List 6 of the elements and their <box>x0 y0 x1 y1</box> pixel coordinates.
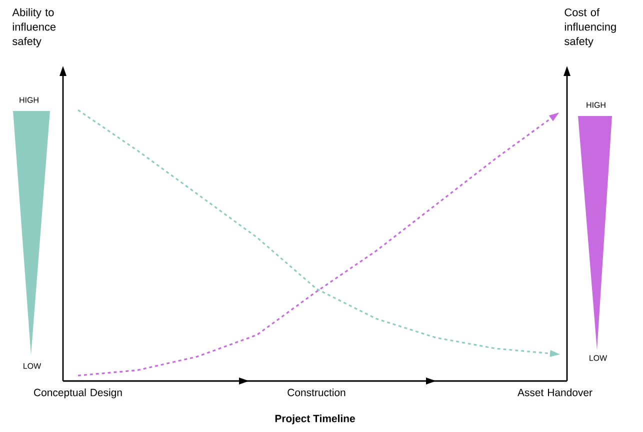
text: Cost of influencing safety <box>564 8 616 48</box>
text: Ability to influence safety <box>12 8 56 48</box>
x-tick-label: Conceptual Design <box>34 388 122 398</box>
x-axis-title: Project Timeline <box>275 414 355 424</box>
x-tick-label: Asset Handover <box>518 388 592 396</box>
x-tick-label: Construction <box>288 388 346 396</box>
